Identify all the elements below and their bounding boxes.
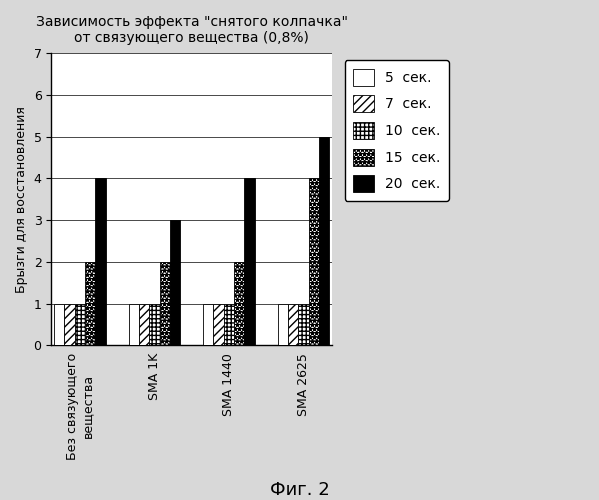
Legend: 5  сек., 7  сек., 10  сек., 15  сек., 20  сек.: 5 сек., 7 сек., 10 сек., 15 сек., 20 сек…: [344, 60, 449, 200]
Bar: [234, 262, 244, 345]
Bar: [298, 304, 308, 345]
Bar: [244, 178, 255, 345]
Y-axis label: Брызги для восстановления: Брызги для восстановления: [15, 106, 28, 292]
Bar: [65, 304, 75, 345]
Bar: [319, 136, 329, 345]
Bar: [308, 178, 319, 345]
Bar: [85, 262, 95, 345]
Bar: [95, 178, 105, 345]
Bar: [139, 304, 149, 345]
Bar: [203, 304, 213, 345]
Bar: [223, 304, 234, 345]
Text: Фиг. 2: Фиг. 2: [270, 481, 329, 499]
Bar: [159, 262, 170, 345]
Title: Зависимость эффекта "снятого колпачка"
от связующего вещества (0,8%): Зависимость эффекта "снятого колпачка" о…: [36, 15, 347, 45]
Bar: [54, 304, 65, 345]
Bar: [213, 304, 223, 345]
Bar: [277, 304, 288, 345]
Bar: [149, 304, 159, 345]
Bar: [288, 304, 298, 345]
Bar: [170, 220, 180, 345]
Bar: [129, 304, 139, 345]
Bar: [75, 304, 85, 345]
